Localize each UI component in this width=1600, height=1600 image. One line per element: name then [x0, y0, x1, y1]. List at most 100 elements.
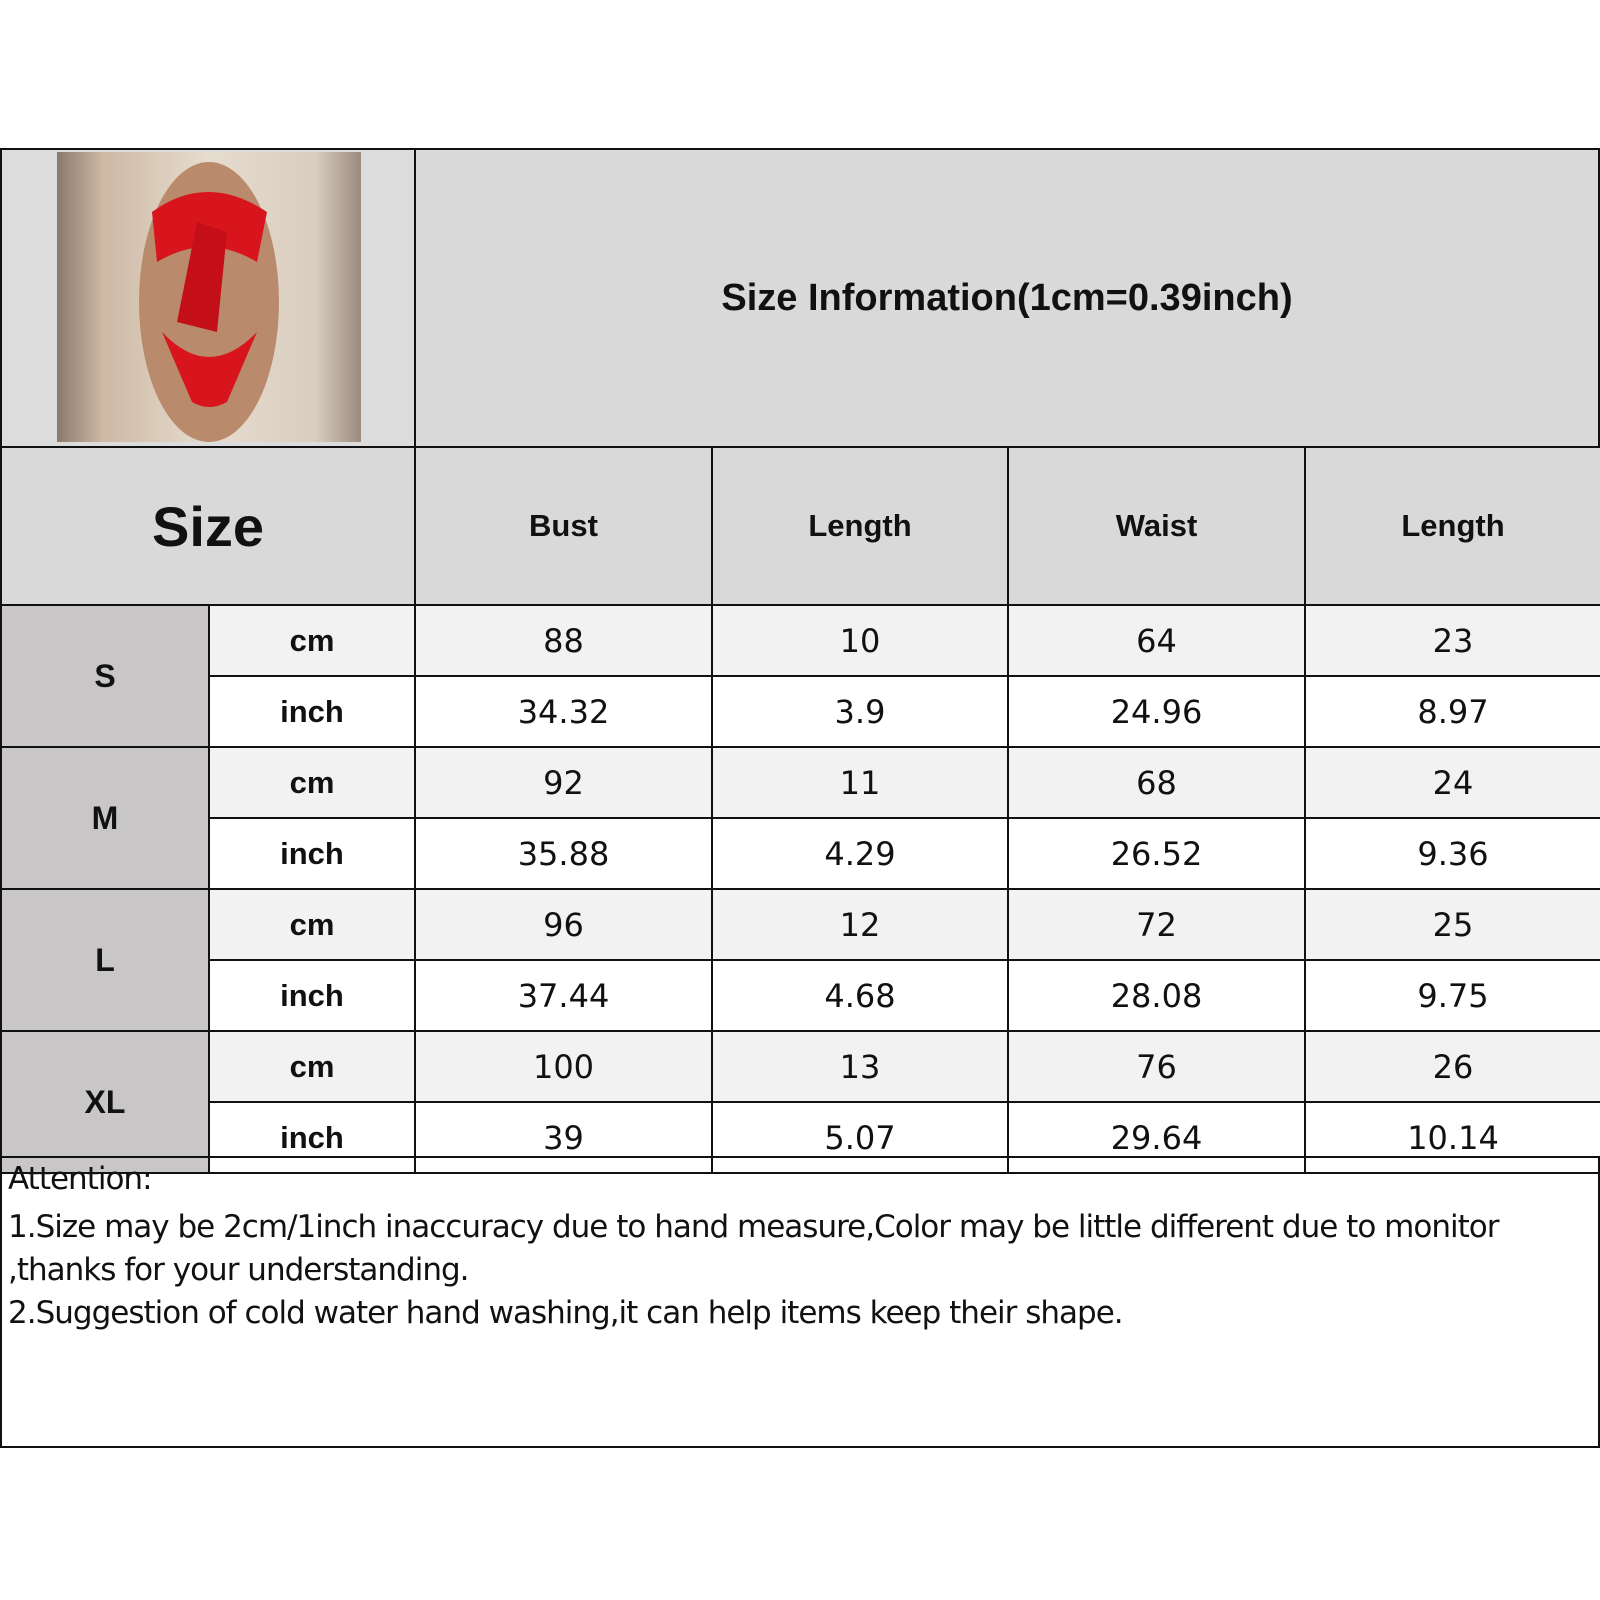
table-cell-text: 88 [543, 621, 584, 660]
unit-label-text: cm [289, 1048, 335, 1084]
table-cell: 68 [1007, 746, 1306, 819]
unit-label-text: cm [289, 764, 335, 800]
table-cell: 88 [414, 604, 713, 677]
table-cell: 13 [711, 1030, 1009, 1103]
table-cell-text: 29.64 [1110, 1118, 1203, 1157]
unit-label: cm [208, 604, 416, 677]
unit-label-text: inch [280, 835, 344, 871]
table-cell-text: 24 [1432, 763, 1474, 802]
table-cell: 4.29 [711, 817, 1009, 890]
table-cell: 96 [414, 888, 713, 961]
table-cell: 24.96 [1007, 675, 1306, 748]
table-cell-text: 37.44 [517, 976, 610, 1015]
size-label: L [0, 888, 210, 1032]
table-cell-text: 92 [543, 763, 584, 802]
table-cell: 9.75 [1304, 959, 1600, 1032]
table-cell-text: 5.07 [824, 1118, 896, 1157]
table-cell-text: 68 [1136, 763, 1177, 802]
table-cell-text: 64 [1136, 621, 1177, 660]
table-cell-text: 96 [543, 905, 584, 944]
unit-label-text: inch [280, 1119, 344, 1155]
column-header: Waist [1007, 446, 1306, 606]
table-cell-text: 72 [1136, 905, 1177, 944]
table-cell: 4.68 [711, 959, 1009, 1032]
table-cell: 3.9 [711, 675, 1009, 748]
unit-label-text: cm [289, 906, 335, 942]
table-cell-text: 24.96 [1110, 692, 1203, 731]
table-cell: 12 [711, 888, 1009, 961]
table-cell-text: 28.08 [1110, 976, 1203, 1015]
table-cell: 37.44 [414, 959, 713, 1032]
table-cell: 64 [1007, 604, 1306, 677]
attention-heading: Attention: [8, 1161, 153, 1197]
attention-line: 2.Suggestion of cold water hand washing,… [8, 1295, 1124, 1331]
table-cell-text: 13 [839, 1047, 881, 1086]
table-cell: 8.97 [1304, 675, 1600, 748]
table-cell: 5.07 [711, 1101, 1009, 1174]
column-header-text: Length [808, 508, 912, 543]
size-header: Size [0, 446, 416, 606]
size-label-text: M [91, 799, 119, 836]
unit-label-text: cm [289, 622, 335, 658]
column-header-text: Waist [1115, 508, 1198, 543]
unit-label: inch [208, 817, 416, 890]
table-cell: 35.88 [414, 817, 713, 890]
column-header: Bust [414, 446, 713, 606]
table-cell: 26.52 [1007, 817, 1306, 890]
column-header-text: Bust [529, 508, 598, 543]
table-cell: 24 [1304, 746, 1600, 819]
attention-line: 1.Size may be 2cm/1inch inaccuracy due t… [8, 1209, 1499, 1245]
table-cell-text: 39 [543, 1118, 584, 1157]
table-cell: 23 [1304, 604, 1600, 677]
table-cell: 25 [1304, 888, 1600, 961]
table-cell-text: 9.75 [1417, 976, 1489, 1015]
table-cell-text: 34.32 [517, 692, 610, 731]
table-cell-text: 4.29 [824, 834, 896, 873]
table-cell: 34.32 [414, 675, 713, 748]
size-label: S [0, 604, 210, 748]
unit-label-text: inch [280, 977, 344, 1013]
unit-label: inch [208, 1101, 416, 1174]
table-cell-text: 23 [1432, 621, 1474, 660]
table-cell-text: 76 [1136, 1047, 1177, 1086]
table-cell-text: 12 [839, 905, 881, 944]
table-cell-text: 9.36 [1417, 834, 1489, 873]
table-cell: 29.64 [1007, 1101, 1306, 1174]
product-photo [57, 152, 361, 442]
table-cell: 10.14 [1304, 1101, 1600, 1174]
unit-label: cm [208, 888, 416, 961]
title-cell: Size Information(1cm=0.39inch) [414, 148, 1600, 448]
column-header-text: Length [1401, 508, 1505, 543]
table-cell-text: 11 [839, 763, 881, 802]
unit-label: inch [208, 675, 416, 748]
size-label: XL [0, 1030, 210, 1174]
table-cell-text: 8.97 [1417, 692, 1489, 731]
table-cell: 100 [414, 1030, 713, 1103]
table-cell: 11 [711, 746, 1009, 819]
size-label-text: S [94, 657, 116, 694]
table-cell: 10 [711, 604, 1009, 677]
unit-label: cm [208, 1030, 416, 1103]
table-cell-text: 4.68 [824, 976, 896, 1015]
table-cell: 76 [1007, 1030, 1306, 1103]
table-cell-text: 10.14 [1407, 1118, 1499, 1157]
column-header: Length [1304, 446, 1600, 606]
table-cell: 92 [414, 746, 713, 819]
unit-label-text: inch [280, 693, 344, 729]
table-cell-text: 10 [839, 621, 881, 660]
table-cell: 39 [414, 1101, 713, 1174]
table-cell-text: 26 [1432, 1047, 1474, 1086]
size-label-text: XL [84, 1083, 126, 1120]
table-cell: 9.36 [1304, 817, 1600, 890]
size-header-label: Size [151, 494, 265, 558]
table-cell: 26 [1304, 1030, 1600, 1103]
table-cell: 28.08 [1007, 959, 1306, 1032]
table-cell-text: 35.88 [517, 834, 610, 873]
table-cell-text: 26.52 [1110, 834, 1203, 873]
column-header: Length [711, 446, 1009, 606]
unit-label: cm [208, 746, 416, 819]
table-cell-text: 100 [532, 1047, 595, 1086]
attention-line: ,thanks for your understanding. [8, 1252, 470, 1288]
size-label: M [0, 746, 210, 890]
table-cell-text: 3.9 [834, 692, 886, 731]
